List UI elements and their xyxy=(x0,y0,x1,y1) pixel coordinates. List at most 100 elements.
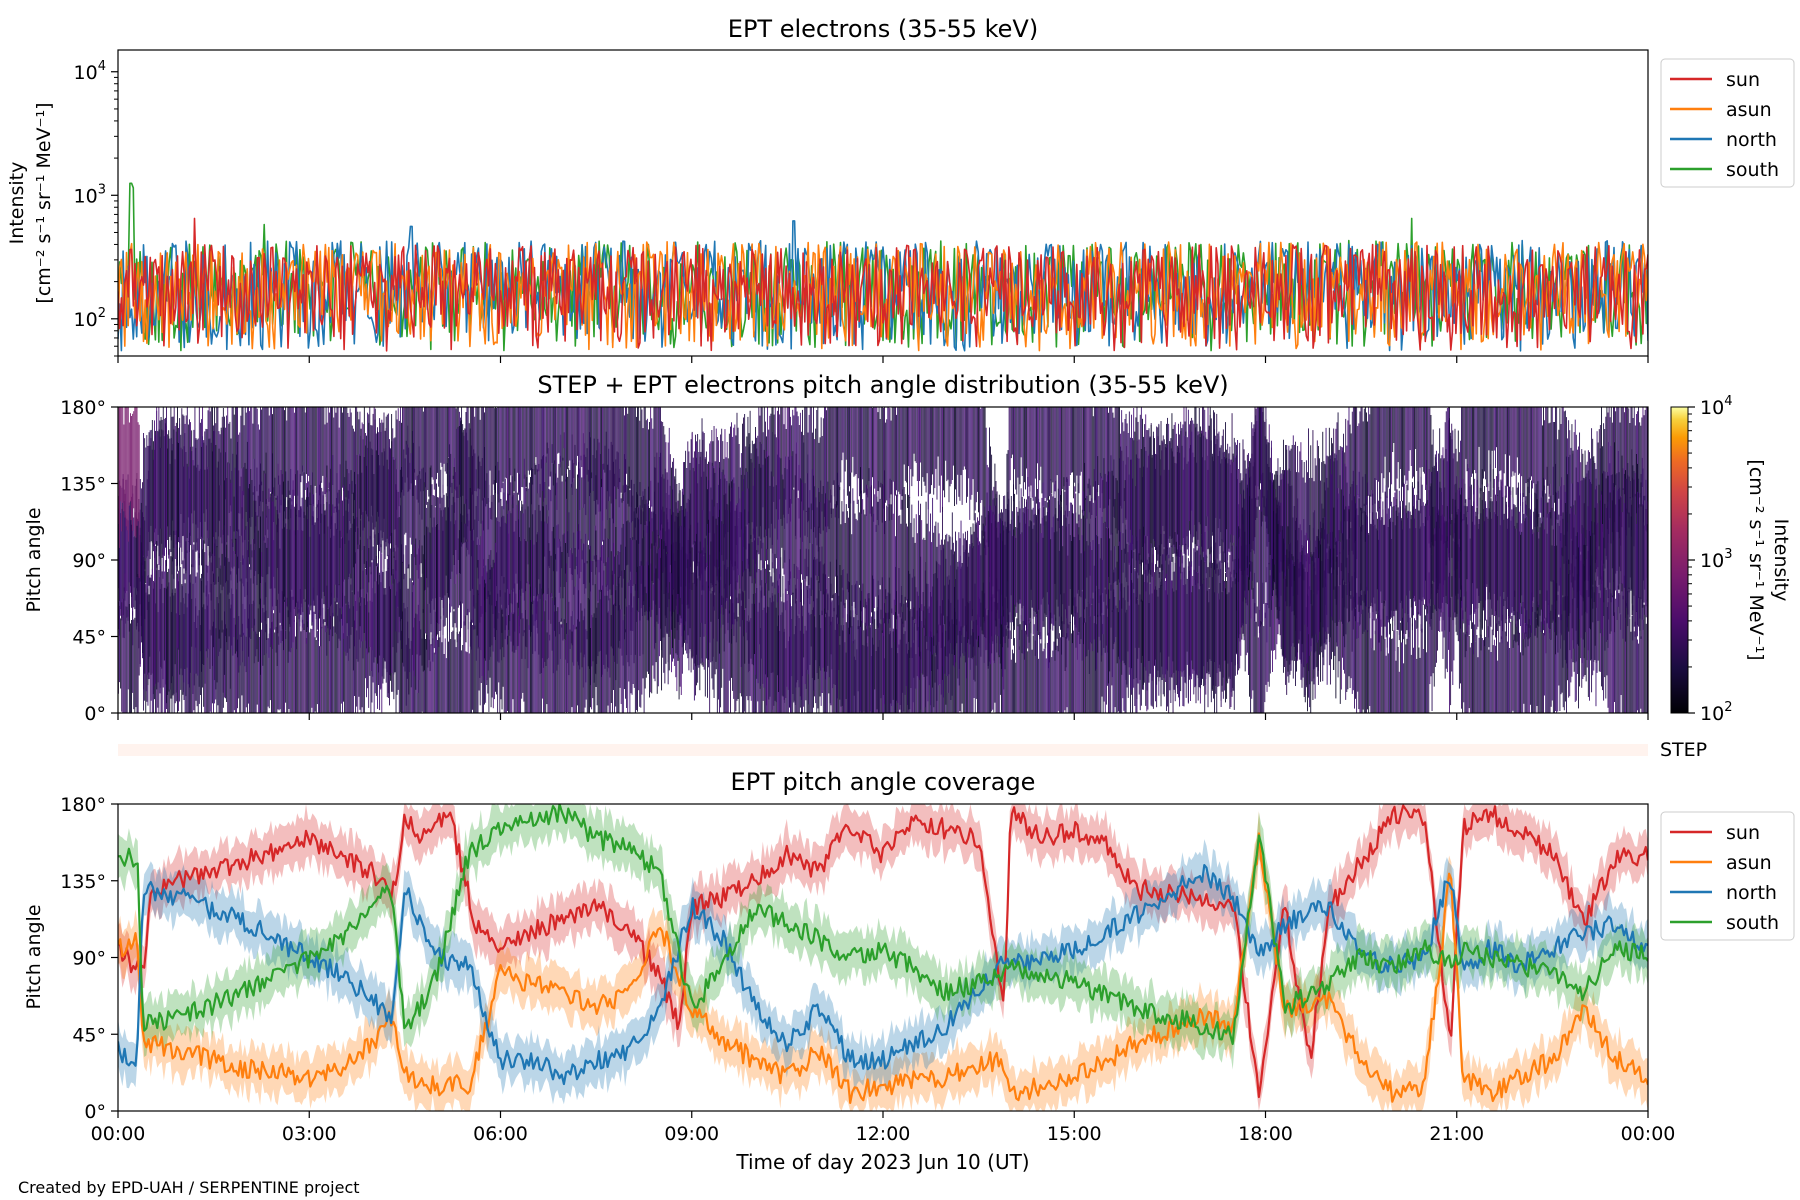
heatmap-cell xyxy=(571,407,573,495)
heatmap-cell xyxy=(730,426,731,561)
heatmap-cell xyxy=(486,571,488,681)
heatmap-cell xyxy=(582,620,584,713)
heatmap-cell xyxy=(201,446,202,566)
heatmap-cell xyxy=(915,514,917,624)
heatmap-cell xyxy=(934,656,936,713)
heatmap-cell xyxy=(500,607,502,700)
heatmap-cell xyxy=(1006,626,1008,713)
heatmap-cell xyxy=(1134,569,1136,648)
heatmap-cell xyxy=(1255,497,1257,614)
heatmap-cell xyxy=(275,407,277,500)
heatmap-cell xyxy=(268,633,270,709)
heatmap-cell xyxy=(809,407,811,544)
heatmap-cell xyxy=(1237,440,1238,556)
heatmap-cell xyxy=(122,407,124,503)
heatmap-cell xyxy=(752,528,754,666)
heatmap-cell xyxy=(1355,407,1356,541)
heatmap-cell xyxy=(1272,528,1273,672)
heatmap-cell xyxy=(477,560,479,649)
heatmap-cell xyxy=(485,583,487,661)
heatmap-cell xyxy=(827,407,829,527)
heatmap-cell xyxy=(728,483,730,614)
heatmap-cell xyxy=(779,457,781,579)
heatmap-cell xyxy=(1057,638,1059,711)
heatmap-cell xyxy=(405,545,407,706)
heatmap-cell xyxy=(255,512,257,657)
heatmap-cell xyxy=(219,485,221,569)
heatmap-cell xyxy=(656,553,658,694)
heatmap-cell xyxy=(1427,407,1429,521)
heatmap-cell xyxy=(587,407,589,482)
heatmap-cell xyxy=(1046,407,1048,501)
heatmap-cell xyxy=(609,407,611,497)
heatmap-cell xyxy=(280,630,282,713)
heatmap-cell xyxy=(119,407,120,548)
heatmap-cell xyxy=(785,456,787,611)
heatmap-cell xyxy=(1328,456,1330,574)
heatmap-cell xyxy=(1408,511,1410,632)
heatmap-cell xyxy=(1207,407,1209,531)
heatmap-cell xyxy=(490,495,492,592)
heatmap-cell xyxy=(849,491,850,635)
heatmap-cell xyxy=(1384,407,1386,457)
heatmap-cell xyxy=(226,478,228,582)
heatmap-cell xyxy=(186,550,188,668)
heatmap-cell xyxy=(1056,407,1058,476)
heatmap-cell xyxy=(942,407,943,513)
heatmap-cell xyxy=(1101,407,1103,494)
heatmap-cell xyxy=(1160,534,1162,694)
heatmap-cell xyxy=(1196,572,1198,676)
heatmap-cell xyxy=(1398,671,1400,713)
heatmap-cell xyxy=(467,513,469,630)
heatmap-cell xyxy=(439,637,441,713)
heatmap-cell xyxy=(828,407,830,530)
heatmap-cell xyxy=(1045,658,1047,713)
heatmap-cell xyxy=(961,566,963,636)
heatmap-cell xyxy=(1378,612,1379,713)
heatmap-cell xyxy=(1356,485,1358,639)
heatmap-cell xyxy=(985,517,987,651)
heatmap-cell xyxy=(316,631,318,705)
heatmap-cell xyxy=(1261,474,1262,625)
heatmap-cell xyxy=(502,407,504,482)
heatmap-cell xyxy=(378,455,379,559)
heatmap-cell xyxy=(698,551,700,668)
heatmap-cell xyxy=(502,515,504,648)
heatmap-cell xyxy=(1404,407,1406,476)
heatmap-cell xyxy=(590,437,591,592)
heatmap-cell xyxy=(1449,407,1450,553)
heatmap-cell xyxy=(1315,540,1317,635)
heatmap-cell xyxy=(1084,618,1085,713)
heatmap-cell xyxy=(1291,560,1293,647)
heatmap-cell xyxy=(1194,579,1196,686)
heatmap-cell xyxy=(342,592,343,713)
heatmap-cell xyxy=(603,407,605,470)
heatmap-cell xyxy=(395,560,397,632)
heatmap-cell xyxy=(1036,407,1037,504)
heatmap-cell xyxy=(722,523,724,615)
heatmap-cell xyxy=(737,616,739,699)
heatmap-cell xyxy=(870,407,872,517)
heatmap-cell xyxy=(191,451,193,568)
heatmap-cell xyxy=(829,561,831,704)
heatmap-cell xyxy=(137,518,139,592)
heatmap-cell xyxy=(1234,442,1236,585)
heatmap-cell xyxy=(944,585,946,674)
heatmap-cell xyxy=(1090,542,1092,643)
heatmap-cell xyxy=(433,652,435,713)
heatmap-cell xyxy=(390,448,391,544)
heatmap-cell xyxy=(618,407,620,508)
heatmap-cell xyxy=(1375,528,1377,615)
heatmap-cell xyxy=(991,597,993,712)
heatmap-cell xyxy=(1164,580,1166,675)
heatmap-cell xyxy=(339,464,341,622)
heatmap-cell xyxy=(307,407,308,507)
heatmap-cell xyxy=(511,407,513,505)
heatmap-cell xyxy=(434,611,436,713)
heatmap-cell xyxy=(710,541,712,622)
heatmap-cell xyxy=(1112,475,1114,610)
heatmap-cell xyxy=(416,554,418,655)
heatmap-cell xyxy=(1137,578,1139,659)
heatmap-cell xyxy=(324,424,326,495)
heatmap-cell xyxy=(407,588,409,679)
